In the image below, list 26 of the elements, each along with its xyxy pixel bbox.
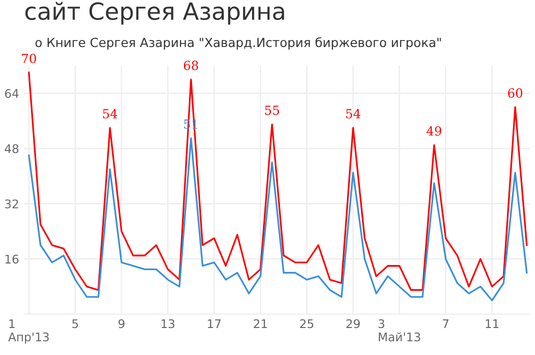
x-tick-label: 3 Май'13 (378, 319, 420, 342)
x-tick-label: 25 (300, 319, 314, 328)
chart-subtitle: о Книге Сергея Азарина "Хавард.История биржевого игрока" (35, 37, 441, 50)
line-series (28, 137, 528, 302)
x-tick-label: 11 (486, 319, 498, 328)
x-tick-label: 29 (346, 319, 360, 328)
data-label: 68 (184, 60, 198, 70)
chart-title: сайт Сергея Азарина (25, 2, 284, 25)
y-tick-label: 32 (5, 199, 18, 208)
x-tick-label: 7 (442, 319, 448, 328)
x-tick-label: 1 Апр'13 (8, 319, 49, 344)
data-label: 49 (426, 126, 442, 136)
line-series (28, 72, 528, 291)
x-tick-label: 17 (208, 319, 221, 328)
data-label: 60 (508, 88, 522, 98)
y-tick-label: 48 (4, 144, 18, 154)
data-label: 70 (22, 54, 36, 64)
data-label: 55 (265, 106, 280, 115)
data-label: 54 (103, 108, 118, 118)
x-tick-label: 13 (162, 319, 174, 328)
x-tick-label: 9 (118, 319, 124, 328)
x-tick-label: 21 (254, 319, 267, 328)
y-tick-label: 16 (5, 254, 18, 264)
y-tick-label: 64 (5, 89, 19, 98)
x-tick-label: 5 (72, 319, 78, 328)
data-label: 54 (346, 108, 360, 118)
